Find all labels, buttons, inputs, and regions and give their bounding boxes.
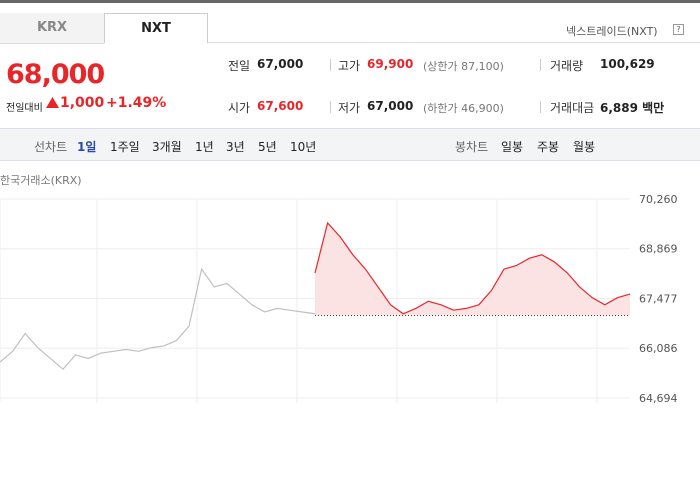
up-arrow xyxy=(46,97,59,108)
period[interactable]: 5년 xyxy=(258,140,277,154)
period[interactable]: 주봉 xyxy=(537,140,560,154)
stat-limit: (상한가 87,100) xyxy=(423,60,504,73)
period[interactable]: 1년 xyxy=(195,140,214,154)
stat-value: 67,000 xyxy=(367,99,414,113)
y-tick-label: 68,869 xyxy=(639,243,678,256)
y-tick-label: 66,086 xyxy=(639,342,678,355)
stat-label: 거래량 xyxy=(550,59,584,73)
tab-active[interactable]: NXT xyxy=(104,13,208,43)
separator xyxy=(330,101,331,113)
stat-value: 67,600 xyxy=(257,99,304,113)
period[interactable]: 1주일 xyxy=(110,140,140,154)
stat-value: 69,900 xyxy=(367,57,414,71)
candle-chart-label: 봉차트 xyxy=(455,140,489,154)
period-bar xyxy=(0,128,700,161)
stat-value: 100,629 xyxy=(600,57,655,71)
stat-label: 전일 xyxy=(228,59,251,73)
stat-label: 저가 xyxy=(338,101,361,115)
stat-limit: (하한가 46,900) xyxy=(423,102,504,115)
tab[interactable]: KRX xyxy=(0,13,104,44)
separator xyxy=(540,59,541,71)
stat-label: 고가 xyxy=(338,59,361,73)
y-tick-label: 67,477 xyxy=(639,293,678,306)
separator xyxy=(330,59,331,71)
area xyxy=(315,222,630,316)
current-price: 68,000 xyxy=(6,59,105,90)
change-label: 전일대비 xyxy=(6,103,43,114)
stat-label: 거래대금 xyxy=(550,101,595,115)
divider xyxy=(208,42,700,43)
y-tick-label: 64,694 xyxy=(639,392,678,403)
stat-label: 시가 xyxy=(228,101,251,115)
change-pct: +1.49% xyxy=(106,95,167,111)
separator xyxy=(540,101,541,113)
y-tick-label: 70,260 xyxy=(639,193,678,206)
period[interactable]: 3개월 xyxy=(152,140,182,154)
chart-label: 한국거래소(KRX) xyxy=(0,174,82,187)
line-chart-label: 선차트 xyxy=(34,140,68,154)
stat-value: 6,889 백만 xyxy=(600,101,665,115)
period[interactable]: 3년 xyxy=(226,140,245,154)
stat-value: 67,000 xyxy=(257,57,304,71)
chart: 70,260 68,869 67,477 66,086 64,694 xyxy=(0,193,678,403)
market-link[interactable]: 넥스트레이드(NXT) xyxy=(566,25,658,38)
price-line xyxy=(314,221,631,315)
change: 1,000 xyxy=(60,95,105,111)
help-icon[interactable]: ? xyxy=(673,24,684,35)
period[interactable]: 1일 xyxy=(77,140,97,154)
price-line xyxy=(0,267,316,371)
period[interactable]: 10년 xyxy=(290,140,317,154)
period[interactable]: 일봉 xyxy=(501,140,524,154)
period[interactable]: 월봉 xyxy=(573,140,596,154)
